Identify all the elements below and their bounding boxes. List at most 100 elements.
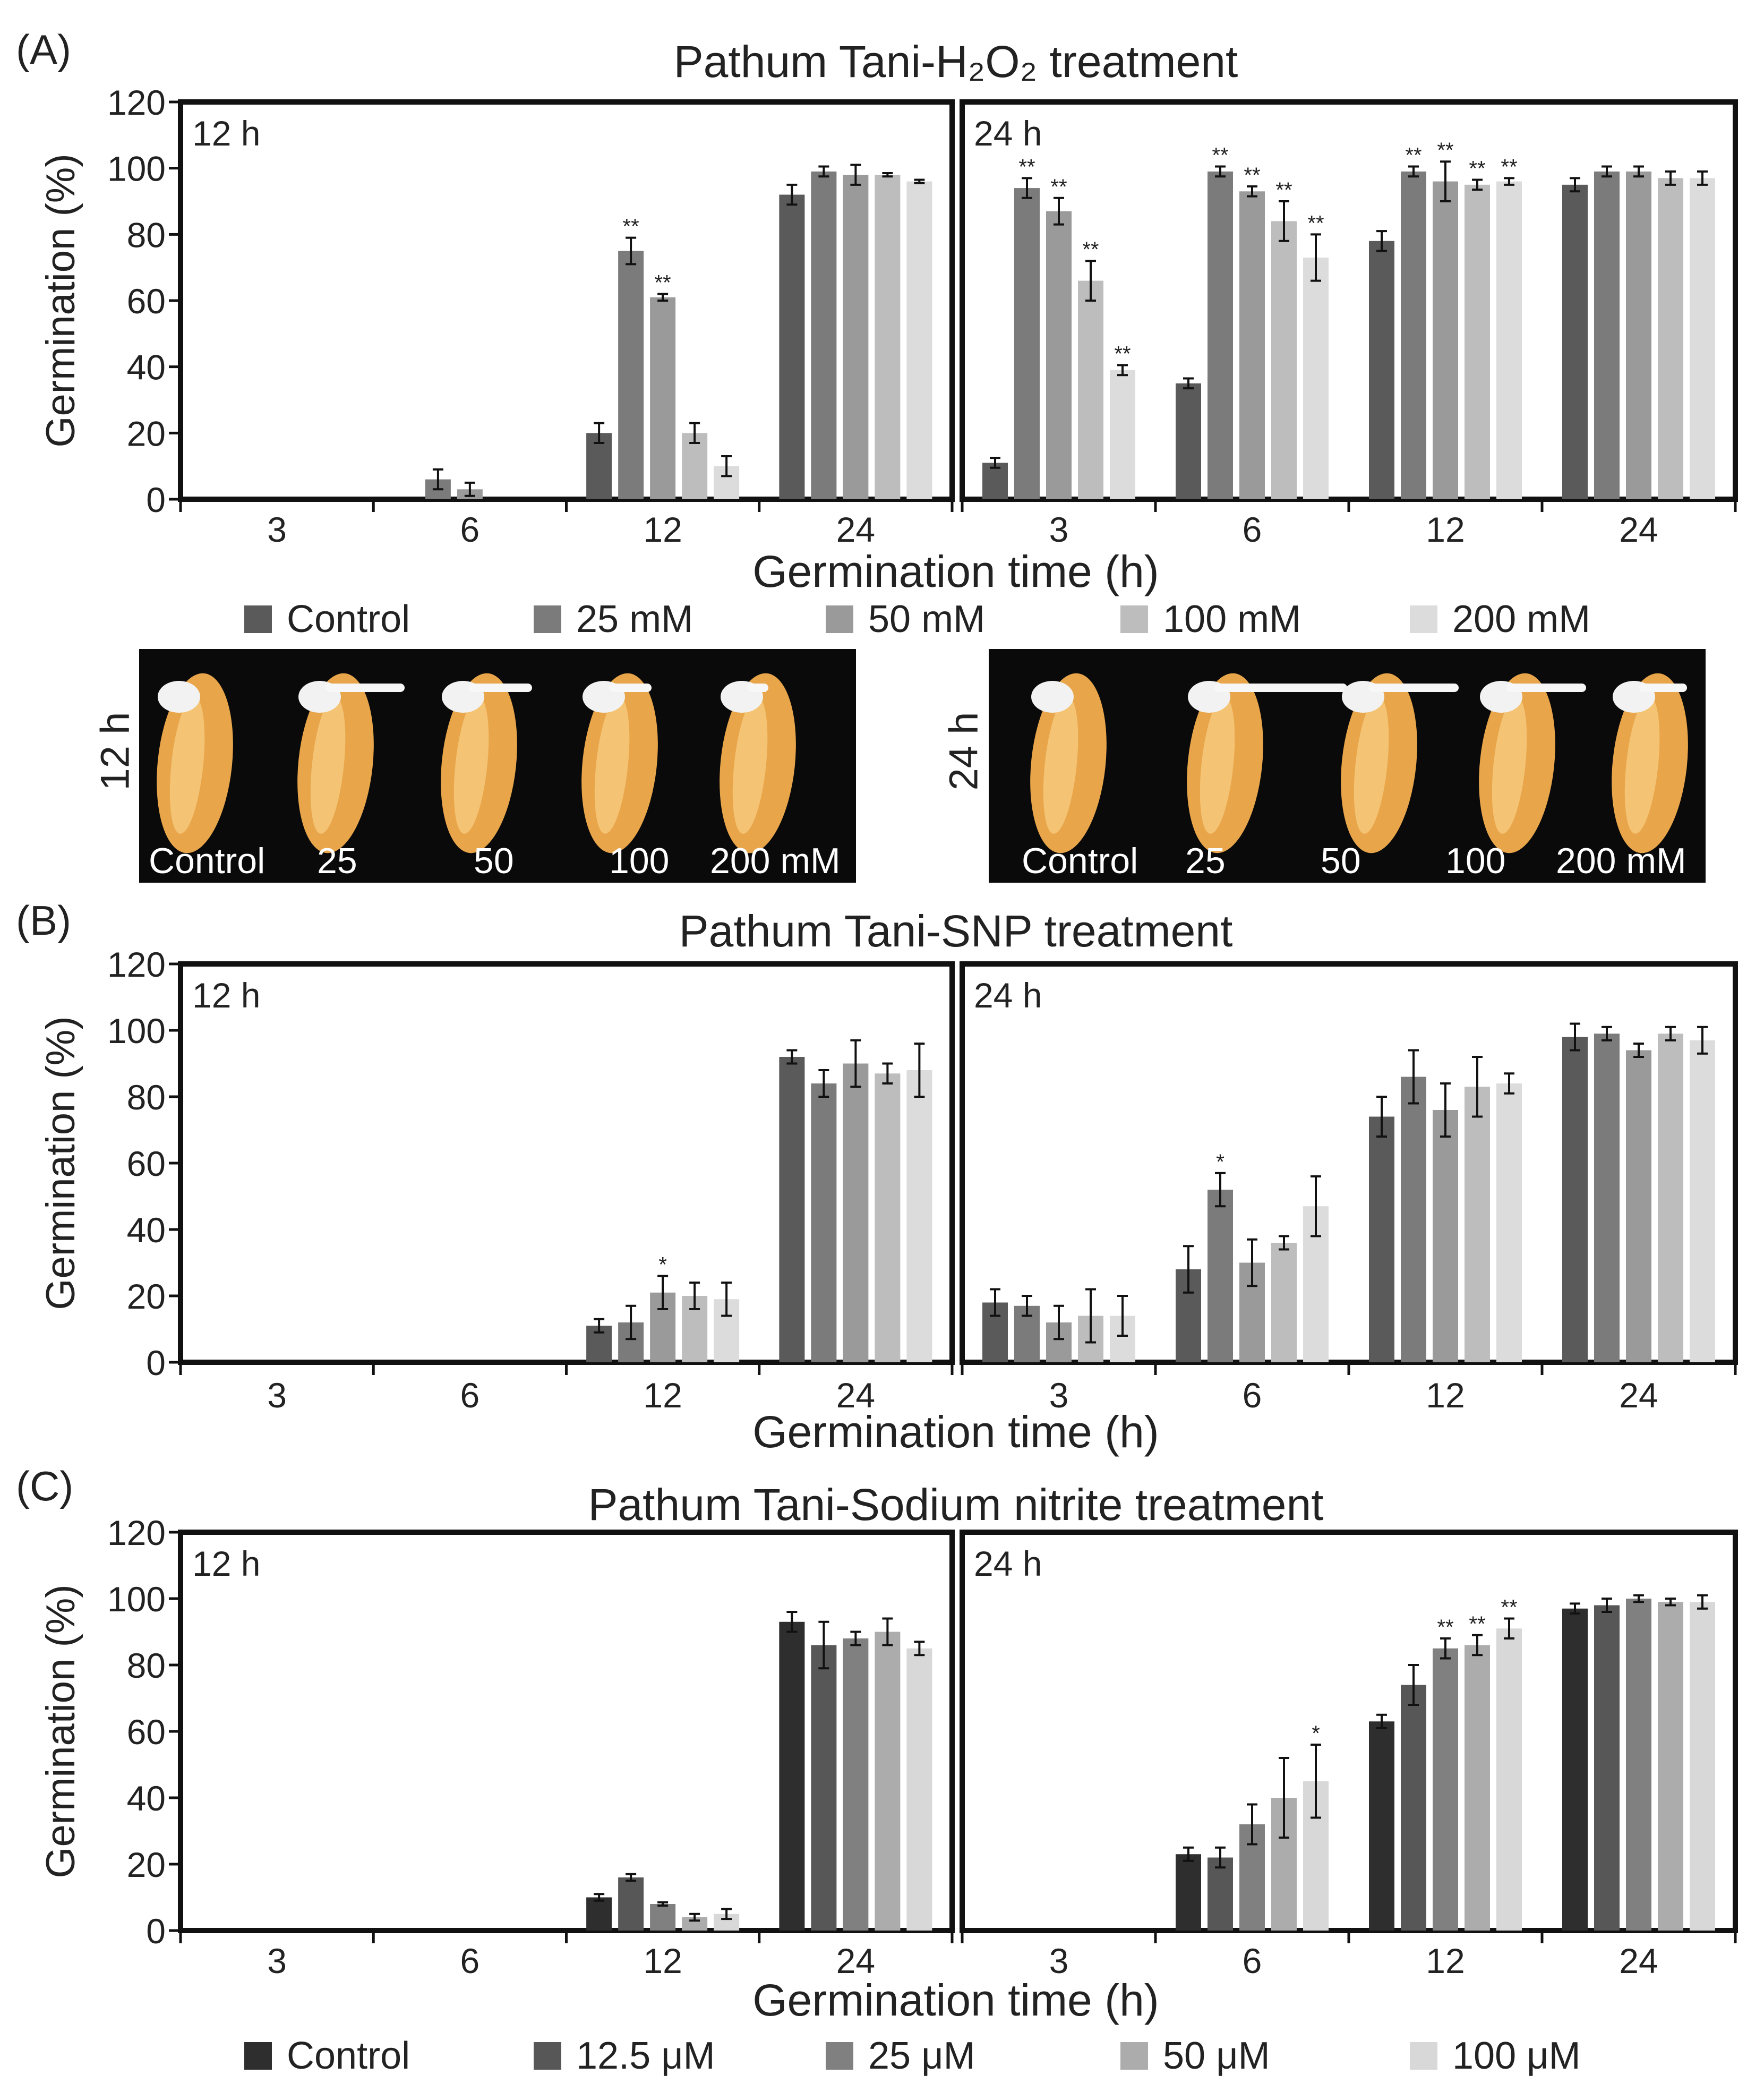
- legend-c-swatch-2: [534, 2042, 561, 2070]
- photo-12h-label-4: 100: [609, 841, 670, 881]
- legend-c-swatch-3: [826, 2042, 853, 2070]
- panel-a-24h-significance-mark: **: [1244, 164, 1260, 187]
- legend-a-swatch-4: [1120, 605, 1148, 633]
- panel-b-24h-significance-mark: *: [1216, 1150, 1224, 1174]
- panel-b-y-tick-label: 40: [127, 1210, 166, 1250]
- panel-c-12h-label: 12 h: [192, 1544, 260, 1583]
- legend-c-swatch-5: [1410, 2042, 1437, 2070]
- photo-24h-label-1: Control: [1022, 841, 1138, 881]
- panel-a-y-tick-label: 60: [127, 281, 166, 321]
- panel-b-y-label: Germination (%): [38, 1016, 83, 1310]
- panel-a-y-tick-label: 120: [107, 83, 166, 122]
- panel-b-12h-x-tick-label: 12: [643, 1376, 682, 1415]
- panel-a-24h-bar-6h-series-3: [1239, 191, 1265, 499]
- rice-seed: [1187, 673, 1347, 853]
- panel-a-24h-significance-mark: **: [1114, 343, 1131, 366]
- photo-24h-label-3: 50: [1321, 841, 1361, 881]
- panel-b-24h-bar-24h-series-1: [1562, 1037, 1588, 1362]
- panel-a-12h-bar-24h-series-4: [875, 175, 901, 500]
- panel-b-12h-significance-mark: *: [658, 1253, 667, 1277]
- panel-c-24h-x-tick-label: 6: [1243, 1941, 1262, 1980]
- panel-a-12h-significance-mark: **: [655, 271, 671, 295]
- panel-c-24h-bar-6h-series-2: [1208, 1857, 1233, 1931]
- panel-b-12h-x-tick-label: 6: [460, 1376, 480, 1415]
- panel-c-12h-bar-24h-series-1: [779, 1621, 805, 1931]
- panel-a-12h-x-tick-label: 24: [836, 510, 875, 549]
- photo-12h-label-5: 200 mM: [710, 841, 841, 881]
- panel-b-y-tick-label: 0: [146, 1343, 166, 1382]
- panel-c-12h-x-tick-label: 12: [643, 1941, 682, 1980]
- panel-b-24h-bar-6h-series-4: [1271, 1243, 1297, 1362]
- legend-a-label-5: 200 mM: [1452, 598, 1590, 641]
- panel-c-y-tick-label: 60: [127, 1712, 166, 1752]
- panel-a-24h-label: 24 h: [974, 114, 1042, 153]
- panel-b-24h-x-tick-label: 24: [1619, 1376, 1658, 1415]
- panel-a-24h-bar-12h-series-2: [1401, 171, 1426, 499]
- panel-b-24h-bar-12h-series-5: [1496, 1083, 1522, 1362]
- panel-a-24h-bar-12h-series-4: [1465, 184, 1490, 499]
- panel-a-12h-bar-24h-series-3: [843, 175, 869, 500]
- rice-seed: [441, 673, 532, 853]
- panel-c-24h-significance-mark: **: [1501, 1596, 1517, 1619]
- seed-grains-24h: [1030, 673, 1688, 853]
- panel-c-y-tick-label: 0: [146, 1911, 166, 1951]
- panel-a-24h-x-tick-label: 12: [1426, 510, 1465, 549]
- seed-photo-12h: Control 25 50 100 200 mM: [139, 649, 856, 883]
- panel-b-24h-bar-12h-series-4: [1465, 1087, 1490, 1362]
- legend-a-swatch-2: [534, 605, 561, 633]
- panel-c-24h-significance-mark: **: [1437, 1616, 1453, 1639]
- seed-photo-24h: Control 25 50 100 200 mM: [989, 649, 1706, 883]
- legend-c-swatch-1: [244, 2042, 272, 2070]
- panel-c-y-tick-label: 100: [107, 1579, 166, 1619]
- panel-a-12h-x-tick-label: 3: [267, 510, 287, 549]
- panel-a-24h-bar-3h-series-1: [982, 463, 1008, 499]
- panel-c-24h-bar-24h-series-2: [1594, 1605, 1620, 1931]
- panel-c-24h-bar-24h-series-3: [1626, 1599, 1651, 1931]
- panel-a-12h-bar-24h-series-2: [811, 171, 837, 499]
- panel-b-y-tick-label: 100: [107, 1011, 166, 1051]
- panel-c-24h-bar-6h-series-1: [1176, 1854, 1201, 1931]
- panel-c-24h-bar-12h-series-2: [1401, 1685, 1426, 1931]
- panel-c-24h-bar-12h-series-1: [1369, 1721, 1394, 1931]
- photo-12h-label-1: Control: [149, 841, 266, 881]
- panel-a-12h-label: 12 h: [192, 114, 260, 153]
- panel-c-x-label: Germination time (h): [752, 1975, 1159, 2025]
- panel-c-24h-significance-mark: *: [1312, 1722, 1320, 1745]
- panel-c-24h-x-tick-label: 12: [1426, 1941, 1465, 1980]
- panel-b-24h-bar-12h-series-1: [1369, 1116, 1394, 1362]
- panel-b-title: Pathum Tani-SNP treatment: [679, 906, 1233, 956]
- panel-b-y-tick-label: 60: [127, 1144, 166, 1183]
- panel-b-12h-bar-24h-series-1: [779, 1057, 805, 1362]
- panel-a-24h-bar-6h-series-5: [1303, 257, 1329, 499]
- panel-a-x-label: Germination time (h): [752, 547, 1159, 596]
- panel-b-12h-bar-24h-series-5: [906, 1070, 932, 1362]
- panel-a-24h-bar-3h-series-2: [1014, 188, 1040, 500]
- panel-a-24h-bar-3h-series-4: [1078, 280, 1103, 499]
- panel-a-12h-x-tick-label: 12: [643, 510, 682, 549]
- panel-b-y-tick-label: 80: [127, 1078, 166, 1117]
- photo-24h-label-2: 25: [1185, 841, 1226, 881]
- panel-b-12h-bar-24h-series-2: [811, 1083, 837, 1362]
- panel-a-24h-significance-mark: **: [1405, 144, 1422, 167]
- legend-c-label-3: 25 μM: [868, 2035, 975, 2077]
- panel-a-12h-bar-12h-series-3: [650, 297, 676, 499]
- photo-12h-label-2: 25: [317, 841, 357, 881]
- rice-seed: [1612, 673, 1688, 853]
- panel-c-12h-x-tick-label: 24: [836, 1941, 875, 1980]
- rice-seed: [157, 673, 233, 853]
- panel-c-y-tick-label: 120: [107, 1513, 166, 1552]
- panel-c-12h-x-tick-label: 3: [267, 1941, 287, 1980]
- legend-a-swatch-5: [1410, 605, 1437, 633]
- panel-a-24h-significance-mark: **: [1275, 178, 1292, 202]
- panel-b-12h-x-tick-label: 24: [836, 1376, 875, 1415]
- panel-b-24h-x-tick-label: 3: [1049, 1376, 1069, 1415]
- panel-c-24h-bar-24h-series-1: [1562, 1608, 1588, 1931]
- panel-a-letter: (A): [16, 26, 71, 73]
- panel-b-x-label: Germination time (h): [752, 1407, 1159, 1457]
- panel-a-24h-significance-mark: **: [1469, 157, 1485, 180]
- panel-b-y-tick-label: 20: [127, 1277, 166, 1316]
- panel-c-24h-bar-12h-series-3: [1433, 1648, 1458, 1931]
- panel-b-24h-bar-24h-series-4: [1658, 1034, 1683, 1362]
- legend-a-swatch-3: [826, 605, 853, 633]
